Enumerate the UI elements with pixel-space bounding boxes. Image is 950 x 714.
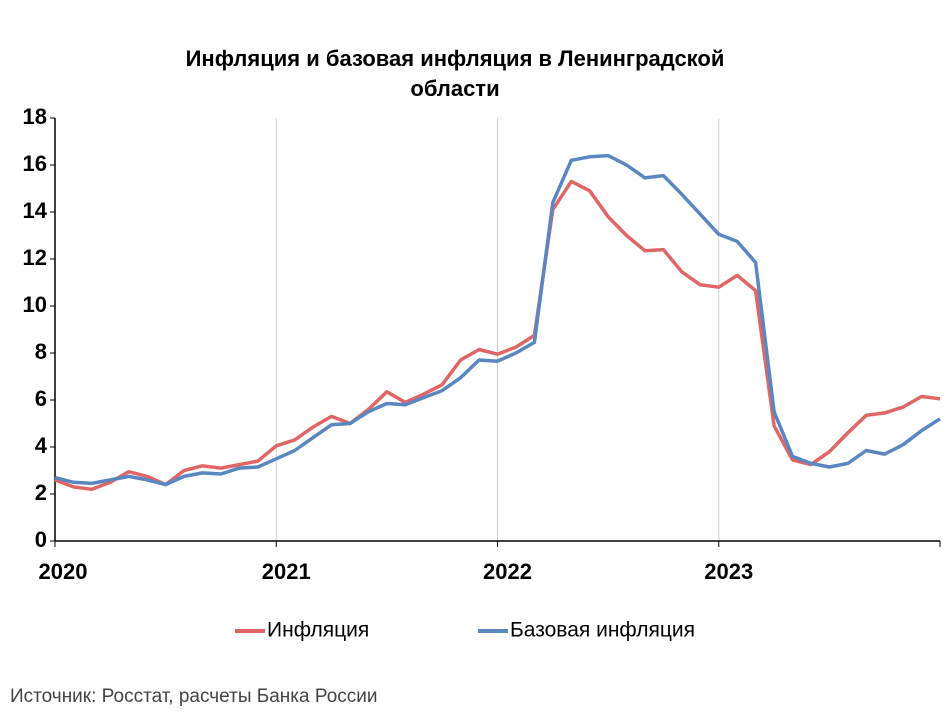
y-tick-label: 16 (23, 151, 47, 176)
legend-label: Базовая инфляция (510, 619, 695, 642)
series-line (54, 179, 941, 492)
y-tick-label: 8 (35, 339, 47, 364)
y-tick-label: 10 (23, 292, 47, 317)
source-note: Источник: Росстат, расчеты Банка России (10, 686, 378, 707)
x-tick-label: 2021 (262, 559, 311, 584)
y-tick-label: 0 (35, 527, 47, 552)
y-tick-label: 12 (23, 245, 47, 270)
y-tick-label: 18 (23, 104, 47, 129)
x-tick-label: 2022 (483, 559, 532, 584)
y-tick-label: 6 (35, 386, 47, 411)
y-tick-label: 14 (23, 198, 48, 223)
y-tick-label: 2 (35, 480, 47, 505)
y-tick-label: 4 (35, 433, 48, 458)
series-line (54, 153, 941, 487)
x-tick-label: 2020 (39, 559, 88, 584)
x-tick-label: 2023 (704, 559, 753, 584)
legend-label: Инфляция (267, 619, 369, 642)
chart-title: Инфляция и базовая инфляция в Ленинградс… (186, 46, 725, 101)
